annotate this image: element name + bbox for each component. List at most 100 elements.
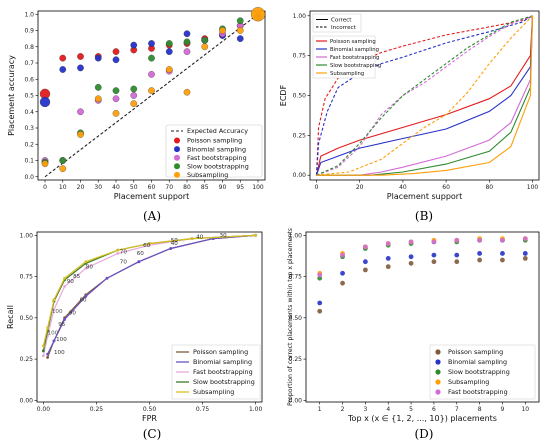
roc-point [137, 260, 141, 264]
y-tick-label: 0.4 [24, 109, 34, 116]
data-point [148, 54, 155, 62]
data-point [183, 48, 191, 55]
y-tick-label: 0.2 [24, 141, 34, 148]
support-threshold-label: 80 [86, 264, 94, 270]
y-tick-label: 0.00 [293, 172, 307, 179]
data-point [236, 27, 244, 34]
legend-label: Poisson sampling [448, 348, 503, 356]
data-point [522, 256, 528, 261]
data-point [148, 87, 155, 94]
roc-point [63, 276, 66, 280]
x-tick-label: 60 [442, 184, 450, 191]
legend-label: Slow bootstrapping [448, 368, 510, 376]
y-tick-label: 0.0 [24, 174, 34, 181]
legend-swatch [174, 154, 180, 161]
data-point [77, 53, 84, 60]
support-threshold-label: 100 [48, 330, 59, 336]
legend-swatch [435, 369, 441, 375]
x-tick-label: 95 [236, 184, 244, 191]
y-tick-label: 0.7 [24, 60, 34, 67]
support-threshold-label: 60 [137, 251, 145, 257]
data-point [130, 41, 138, 49]
legend-label: Poisson sampling [193, 348, 248, 356]
x-tick-label: 10 [59, 184, 67, 191]
roc-point [46, 326, 50, 330]
legend-swatch [174, 171, 180, 178]
x-tick-label: 20 [356, 184, 364, 191]
data-point [77, 131, 84, 138]
roc-point [84, 266, 88, 270]
panel-caption: (C) [143, 427, 162, 441]
roc-line [42, 234, 256, 347]
data-point [165, 48, 173, 55]
x-tick-label: 50 [130, 184, 138, 191]
data-point [522, 251, 528, 256]
chart-panel-b: 0 20 40 60 80 100 0.00 0.25 0.50 0.75 1.00 CorrectI… [279, 10, 540, 223]
data-point [201, 36, 209, 44]
ecdf-incorrect-line [316, 15, 533, 176]
y-tick-label: 0.50 [20, 315, 34, 322]
roc-point [84, 294, 88, 298]
x-tick-label: 2 [341, 406, 345, 413]
x-tick-label: 0 [43, 184, 47, 191]
support-threshold-label: 60 [143, 243, 151, 249]
legend-label: Binomial sampling [187, 145, 246, 153]
legend-label: Subsampling [330, 71, 364, 77]
support-threshold-label: 40 [171, 241, 179, 247]
legend-label: Subsampling [193, 388, 234, 396]
legend-label: Fast bootstrapping [193, 368, 253, 376]
x-tick-label: 40 [112, 184, 120, 191]
x-axis-label: FPR [142, 414, 157, 423]
data-point [148, 71, 155, 78]
data-point [59, 157, 67, 164]
data-point [112, 87, 120, 94]
x-tick-label: 90 [219, 184, 227, 191]
chart-panel-c: 0.00 0.25 0.50 0.75 1.00 0.00 0.25 0.50 0.75 1.00… [6, 231, 262, 441]
panel-caption: (D) [415, 427, 434, 441]
x-tick-label: 8 [478, 406, 482, 413]
data-point [236, 17, 244, 25]
data-point [59, 54, 67, 62]
x-tick-label: 85 [201, 184, 209, 191]
x-tick-label: 100 [252, 184, 264, 191]
legend-label: Correct [331, 18, 352, 24]
panel-caption: (B) [415, 209, 433, 223]
x-tick-label: 0.75 [196, 406, 210, 413]
data-point [77, 108, 84, 116]
y-tick-label: 0.5 [24, 93, 34, 100]
legend-swatch [435, 379, 441, 385]
roc-point [46, 356, 50, 359]
roc-point [116, 248, 120, 252]
ecdf-correct-line [315, 15, 534, 176]
data-point [454, 237, 460, 243]
legend-swatch [174, 163, 180, 170]
x-tick-label: 70 [165, 184, 173, 191]
data-point [340, 270, 345, 276]
legend-swatch [435, 389, 441, 395]
legend-box [429, 344, 536, 400]
legend-label: Slow bootstrapping [193, 378, 255, 386]
support-threshold-label: 50 [171, 238, 179, 244]
roc-line [47, 234, 256, 355]
roc-point [169, 247, 173, 250]
legend-label: Slow bootstrapping [330, 63, 381, 69]
x-tick-label: 7 [455, 406, 459, 413]
data-point [362, 267, 368, 273]
data-point [408, 254, 414, 260]
y-tick-label: 0.75 [293, 53, 307, 60]
support-threshold-label: 100 [56, 337, 67, 343]
roc-point [41, 349, 45, 353]
x-tick-label: 20 [77, 184, 85, 191]
data-point [340, 280, 345, 286]
data-point [362, 244, 368, 250]
y-tick-label: 0.25 [293, 132, 307, 139]
ecdf-correct-line [316, 15, 534, 176]
x-tick-label: 6 [432, 406, 436, 413]
legend-label: Poisson sampling [187, 137, 242, 145]
roc-point [190, 237, 194, 241]
roc-line [42, 234, 256, 356]
y-tick-label: 0.25 [20, 356, 34, 363]
legend-label: Fast bootstrapping [448, 388, 508, 396]
legend-swatch [435, 349, 441, 355]
legend-label: Expected Accuracy [187, 127, 248, 135]
